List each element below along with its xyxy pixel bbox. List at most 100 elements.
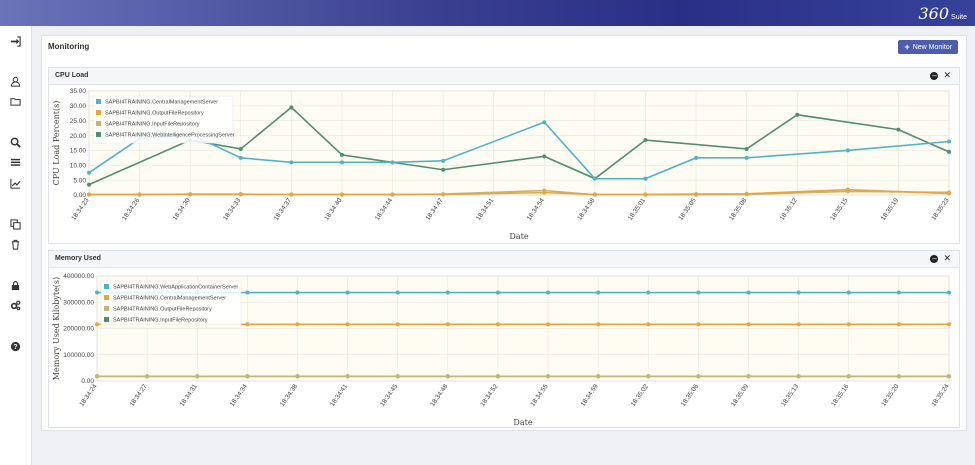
data-point [345,374,350,379]
copy-icon[interactable] [0,217,31,231]
data-point [390,160,395,165]
plus-icon: + [904,42,910,52]
data-point [846,322,851,327]
data-point [395,374,400,379]
list-icon[interactable] [0,155,31,169]
x-tick-label: 18:34:40 [323,197,343,222]
legend-label: SAPBI4TRAINING.InputFileRepository [113,318,208,324]
x-tick-label: 18:34:48 [429,383,449,408]
x-tick-label: 18:35:15 [829,197,849,222]
help-icon[interactable]: ? [0,339,31,353]
data-point [245,322,250,327]
legend-label: SAPBI4TRAINING.InputFileRepository [105,122,200,128]
data-point [238,146,243,151]
logo-suffix: Suite [951,13,967,21]
y-tick-label: 35.00 [70,88,87,95]
data-point [542,154,547,159]
x-tick-label: 18:35:06 [680,383,700,408]
lock-icon[interactable] [0,278,31,292]
x-tick-label: 18:34:26 [121,197,141,222]
trash-icon[interactable] [0,237,31,251]
data-point [643,176,648,181]
data-point [646,290,651,295]
data-point [542,190,547,195]
legend-label: SAPBI4TRAINING.WebApplicationContainerSe… [113,285,238,291]
data-point [289,192,294,197]
data-point [339,160,344,165]
data-point [546,322,551,327]
x-tick-label: 18:35:02 [630,383,650,408]
data-point [795,112,800,117]
x-tick-label: 18:35:05 [677,197,697,222]
y-tick-label: 0.00 [81,378,94,385]
legend-swatch [104,317,109,322]
y-tick-label: 0.00 [73,192,86,199]
data-point [345,322,350,327]
y-tick-label: 10.00 [70,162,87,169]
data-point [345,290,350,295]
legend-box [92,95,234,144]
x-tick-label: 18:35:16 [830,383,850,408]
folder-icon[interactable] [0,94,31,108]
data-point [746,290,751,295]
x-tick-label: 18:34:51 [475,197,495,222]
data-point [445,290,450,295]
cpu-load-title: CPU Load [55,72,89,79]
search-icon[interactable] [0,135,31,149]
cogs-icon[interactable] [0,298,31,312]
sign-in-icon[interactable] [0,34,31,48]
data-point [238,192,243,197]
data-point [295,290,300,295]
x-tick-label: 18:34:30 [172,197,192,222]
x-tick-label: 18:34:24 [78,383,98,408]
data-point [546,374,551,379]
user-icon[interactable] [0,74,31,88]
data-point [845,187,850,192]
x-tick-label: 18:34:34 [229,383,249,408]
legend-label: SAPBI4TRAINING.OutputFileRepository [105,111,204,117]
y-axis-label: CPU Load Percent(s) [52,101,61,186]
cpu-load-controls: – ✕ [930,71,951,80]
collapse-icon[interactable]: – [930,70,939,80]
x-tick-label: 18:34:55 [529,383,549,408]
data-point [846,374,851,379]
data-point [947,139,951,144]
data-point [694,155,699,160]
data-point [796,290,801,295]
data-point [947,191,951,196]
data-point [87,170,91,175]
data-point [289,160,294,165]
x-tick-label: 18:34:59 [580,383,600,408]
data-point [643,192,648,197]
data-point [542,120,547,125]
svg-text:?: ? [13,343,17,350]
data-point [596,322,601,327]
data-point [145,374,150,379]
new-monitor-button[interactable]: + New Monitor [898,40,958,54]
data-point [441,192,446,197]
close-icon[interactable]: ✕ [943,253,951,263]
x-tick-label: 18:35:19 [880,197,900,222]
x-tick-label: 18:34:58 [576,197,596,222]
app-logo[interactable]: 360 Suite [918,2,967,24]
x-tick-label: 18:35:08 [728,197,748,222]
data-point [395,290,400,295]
y-tick-label: 15.00 [70,148,87,155]
x-tick-label: 18:34:33 [222,197,242,222]
data-point [245,374,250,379]
close-icon[interactable]: ✕ [943,70,951,80]
data-point [845,148,850,153]
y-tick-label: 200000.00 [63,326,94,333]
data-point [495,290,500,295]
collapse-icon[interactable]: – [930,253,939,263]
x-tick-label: 18:34:47 [425,197,445,222]
y-tick-label: 400000.00 [63,273,94,280]
x-tick-label: 18:34:37 [273,197,293,222]
data-point [339,152,344,157]
line-chart-icon[interactable] [0,176,31,190]
data-point [896,374,901,379]
cpu-load-box: CPU Load – ✕ 0.00 5.00 10.00 15.00 20.00 25.0… [48,67,960,244]
data-point [947,290,951,295]
data-point [395,322,400,327]
data-point [495,374,500,379]
